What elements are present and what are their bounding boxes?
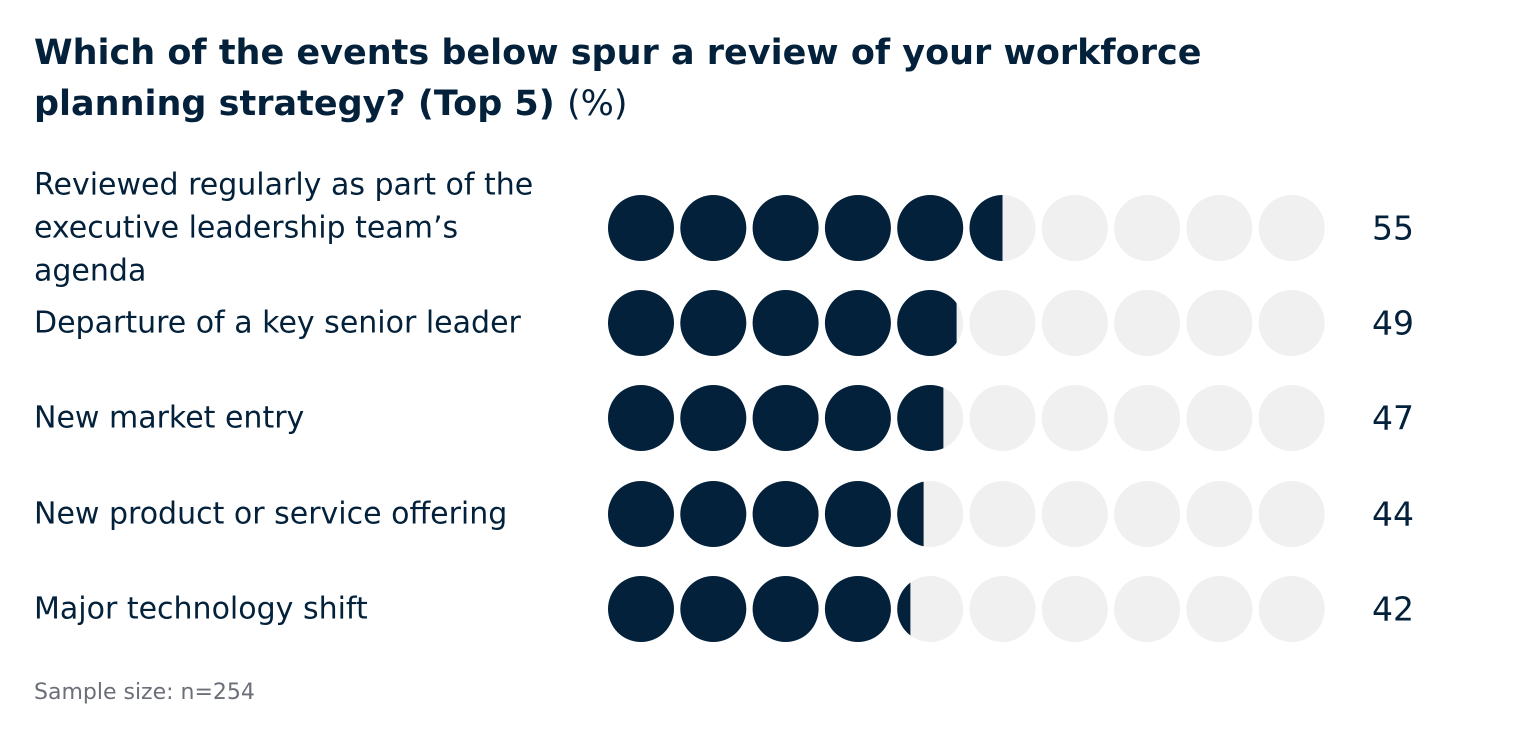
footnote: Sample size: n=254 [34,680,255,705]
icon [680,576,747,642]
icon [824,290,891,356]
icon [680,290,747,356]
category-label: Reviewed regularly as part of the execut… [34,167,534,289]
icon-background [1041,385,1108,451]
icon-background [969,576,1036,642]
icon-background [1041,481,1108,547]
icon [752,385,819,451]
icon-background [1258,481,1325,547]
icon-background [969,290,1036,356]
value-label: 49 [1372,303,1414,343]
icon-background [1041,576,1108,642]
icon [608,576,674,642]
icon [897,290,957,356]
icon [608,385,674,451]
icon-background [1186,576,1253,642]
value-label: 47 [1372,398,1414,438]
icon-background [1041,290,1108,356]
icon [897,195,964,261]
icon [680,385,747,451]
icon-background [1114,290,1181,356]
icon [824,481,891,547]
icon [752,481,819,547]
icon [680,195,747,261]
icon-background [1258,385,1325,451]
icon [824,195,891,261]
icon-background [1186,195,1253,261]
icon-background [969,481,1036,547]
icon-background [1041,195,1108,261]
icon-background [969,385,1036,451]
icon [824,576,891,642]
value-label: 55 [1372,208,1414,248]
icon [897,582,911,636]
icon-fill [608,576,911,642]
icon-background [1114,385,1181,451]
icon-background [1114,481,1181,547]
icon [752,576,819,642]
chart-title-block: Which of the events below spur a review … [34,28,1234,130]
icon-background [897,576,964,642]
icon [752,290,819,356]
icon [824,385,891,451]
icon-background [1186,385,1253,451]
icon [608,290,674,356]
icon-background [1186,481,1253,547]
icon-background [1258,576,1325,642]
icon-fill [608,195,1003,261]
chart-unit: (%) [566,84,628,124]
icon [897,481,924,547]
icon [897,385,944,451]
icon-background [1258,290,1325,356]
icon-fill [608,385,944,451]
icon-background [1114,195,1181,261]
chart-title: Which of the events below spur a review … [34,33,1202,124]
category-label: Departure of a key senior leader [34,305,521,341]
category-label: New market entry [34,400,305,436]
icon [752,195,819,261]
icon-background [1186,290,1253,356]
value-label: 42 [1372,589,1414,629]
icon [969,195,1003,261]
icon-fill [608,481,924,547]
icon [608,195,674,261]
category-label: Major technology shift [34,591,368,627]
icon-fill [608,290,957,356]
category-label: New product or service offering [34,496,508,532]
value-label: 44 [1372,494,1414,534]
icon [680,481,747,547]
icon-background [1114,576,1181,642]
icon [608,481,674,547]
icon-background [1258,195,1325,261]
